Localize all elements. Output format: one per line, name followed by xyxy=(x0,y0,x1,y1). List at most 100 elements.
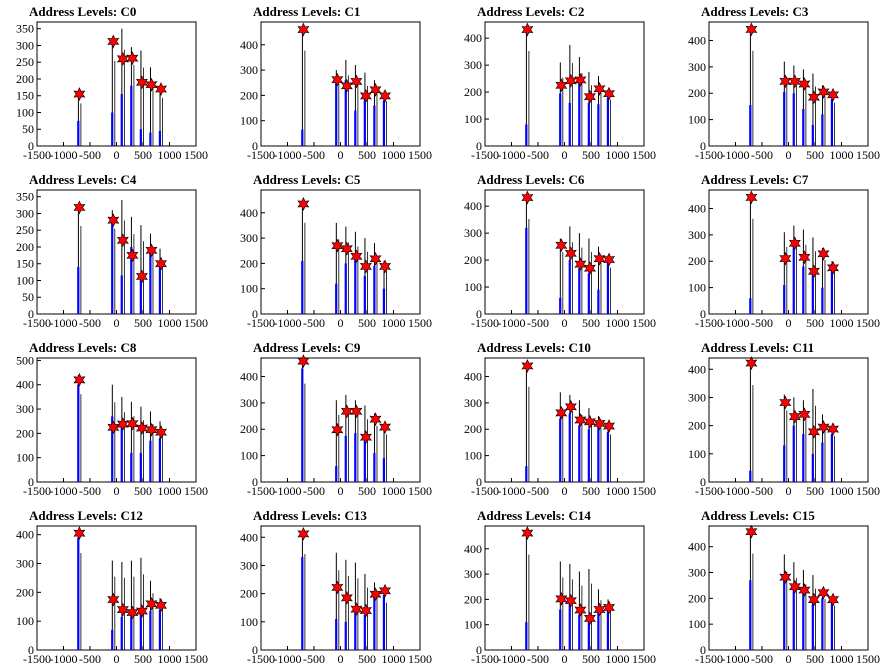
peak-fill xyxy=(335,82,338,146)
peak-fill xyxy=(301,260,304,314)
peak-marker-star xyxy=(116,233,129,248)
peak-fill xyxy=(559,93,562,146)
chart-panel-15: Address Levels: C15 0 100 200 300 400 -1500 -10… xyxy=(672,504,896,672)
y-tick-label: 250 xyxy=(16,223,34,237)
x-tick-label: 500 xyxy=(134,316,152,330)
peak-marker-star xyxy=(827,260,840,275)
peak-marker-star xyxy=(340,78,353,93)
histogram-plot: 0 100 200 300 400 -1500-1000 -500 0 500 1000 1500 xyxy=(688,21,880,162)
peak-marker-star xyxy=(603,86,616,101)
peak-marker-star xyxy=(331,72,344,87)
x-tick-label: 1500 xyxy=(632,484,656,498)
y-tick-label: 200 xyxy=(240,422,258,436)
peak-fill xyxy=(354,258,357,314)
chart-panel-14: Address Levels: C14 0 100 200 300 400 -1500 -10… xyxy=(448,504,672,672)
x-tick-label: 500 xyxy=(806,148,824,162)
chart-title: Address Levels: C8 xyxy=(29,340,137,355)
plot-frame xyxy=(708,357,869,483)
x-tick-label: -500 xyxy=(303,148,325,162)
x-tick-label: -500 xyxy=(527,652,549,666)
peak-marker-star xyxy=(350,602,363,617)
x-tick-label: -1000 xyxy=(722,148,750,162)
y-tick-label: 0 xyxy=(476,475,482,489)
x-tick-label: 0 xyxy=(562,484,568,498)
chart-title: Address Levels: C1 xyxy=(253,4,361,19)
x-tick-label: -500 xyxy=(303,484,325,498)
peak-fill xyxy=(130,613,133,650)
peak-fill xyxy=(130,85,133,146)
plot-frame xyxy=(36,525,197,651)
peak-fill xyxy=(606,261,610,314)
chart-panel-5: Address Levels: C5 0 100 200 300 400 -1500 -100… xyxy=(224,168,448,336)
peak-fill xyxy=(158,130,162,146)
chart-title: Address Levels: C11 xyxy=(701,340,815,355)
x-tick-label: -1500 xyxy=(247,652,275,666)
peak-fill xyxy=(783,91,786,146)
peak-marker-star xyxy=(574,73,587,87)
chart-panel-13: Address Levels: C13 0 100 200 300 400 -1500 -10… xyxy=(224,504,448,672)
peak-fill xyxy=(568,102,571,146)
peak-fill xyxy=(139,612,142,650)
peak-marker-star xyxy=(555,405,568,420)
peak-fill xyxy=(792,242,795,314)
peak-fill xyxy=(749,298,752,314)
peak-marker-star xyxy=(379,88,392,103)
peak-fill xyxy=(354,433,357,482)
peak-fill xyxy=(120,421,123,482)
peak-marker-star xyxy=(798,407,811,422)
peak-marker-star xyxy=(73,372,86,387)
y-tick-label: 400 xyxy=(16,378,34,392)
y-tick-label: 400 xyxy=(464,199,482,213)
x-tick-label: 1500 xyxy=(184,148,208,162)
x-tick-label: -1000 xyxy=(498,484,526,498)
y-tick-label: 200 xyxy=(240,587,258,601)
peak-fill xyxy=(587,617,590,650)
peak-fill xyxy=(606,97,610,146)
peak-fill xyxy=(802,109,805,146)
peak-marker-star xyxy=(155,82,168,96)
peak-fill xyxy=(525,124,528,146)
peak-fill xyxy=(830,98,834,146)
x-tick-label: 0 xyxy=(786,148,792,162)
chart-panel-2: Address Levels: C2 0 100 200 300 400 -1500 -100… xyxy=(448,0,672,168)
peak-fill xyxy=(354,110,357,146)
peak-fill xyxy=(821,442,824,482)
y-tick-label: 200 xyxy=(16,426,34,440)
y-tick-label: 100 xyxy=(240,615,258,629)
x-tick-label: 1000 xyxy=(830,148,854,162)
peak-marker-star xyxy=(331,580,344,595)
peak-fill xyxy=(344,263,347,314)
peak-marker-star xyxy=(807,90,820,105)
peak-fill xyxy=(578,425,581,482)
x-tick-label: 0 xyxy=(562,148,568,162)
y-tick-label: 100 xyxy=(464,280,482,294)
peak-fill xyxy=(139,129,142,146)
y-tick-label: 200 xyxy=(464,85,482,99)
plot-frame xyxy=(708,525,869,651)
peak-fill xyxy=(749,105,752,146)
y-tick-label: 400 xyxy=(464,542,482,556)
chart-panel-4: Address Levels: C4 0 50 100 150 200 250 300 350 -… xyxy=(0,168,224,336)
y-tick-label: 50 xyxy=(22,290,34,304)
y-tick-label: 400 xyxy=(688,33,706,47)
y-tick-label: 250 xyxy=(16,55,34,69)
y-tick-label: 300 xyxy=(464,226,482,240)
peak-fill xyxy=(335,619,338,650)
x-tick-label: 1500 xyxy=(184,652,208,666)
y-tick-label: 200 xyxy=(16,585,34,599)
peak-marker-star xyxy=(331,238,344,253)
peak-marker-star xyxy=(593,251,606,266)
y-tick-label: 300 xyxy=(464,567,482,581)
y-tick-label: 0 xyxy=(252,643,258,657)
peak-marker-star xyxy=(603,252,616,267)
y-tick-label: 100 xyxy=(464,449,482,463)
y-tick-label: 200 xyxy=(240,88,258,102)
x-tick-label: -500 xyxy=(751,316,773,330)
peak-marker-star xyxy=(807,424,820,439)
peak-marker-star xyxy=(369,412,382,427)
chart-title: Address Levels: C4 xyxy=(29,172,137,187)
x-tick-label: -1500 xyxy=(247,148,275,162)
peak-fill xyxy=(597,426,600,482)
peak-fill xyxy=(139,452,142,482)
y-tick-label: 200 xyxy=(688,591,706,605)
